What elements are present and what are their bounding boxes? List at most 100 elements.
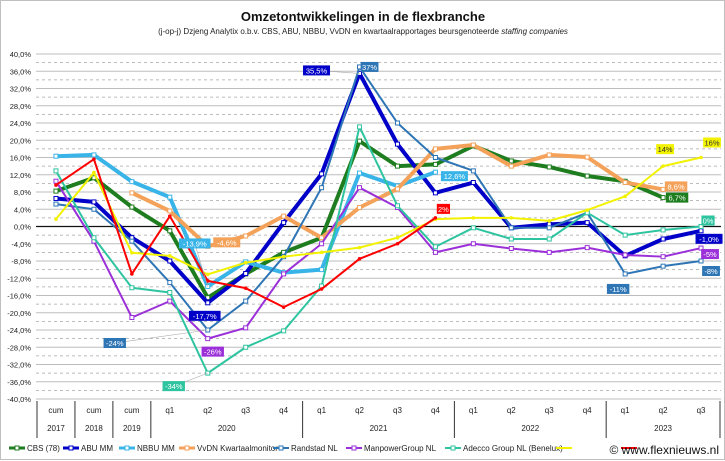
data-point [129, 314, 135, 320]
series-line [55, 71, 702, 305]
data-point [129, 204, 135, 210]
legend-marker [351, 445, 357, 451]
data-label-box [360, 61, 379, 72]
data-point [698, 224, 704, 229]
series-line [55, 180, 702, 340]
x-tick-label: q2 [507, 406, 516, 415]
data-point [394, 203, 400, 209]
data-point [584, 245, 590, 251]
data-point [167, 228, 173, 234]
data-point [281, 328, 287, 334]
data-point [660, 263, 666, 269]
data-point [129, 179, 135, 185]
data-point [547, 219, 552, 223]
data-point [92, 170, 96, 175]
data-point [168, 254, 172, 258]
subtitle-italic: staffing companies [501, 27, 568, 36]
x-tick-label: q3 [241, 406, 250, 415]
data-point [509, 216, 514, 220]
y-tick-label: -28,0% [7, 343, 31, 352]
series-lines [53, 64, 704, 376]
data-point [91, 152, 97, 158]
y-tick-label: -12,0% [7, 274, 31, 283]
y-tick-label: -24,0% [7, 326, 31, 335]
data-point [357, 185, 363, 191]
data-point [319, 267, 325, 273]
y-tick-label: 20,0% [10, 136, 32, 145]
data-point [167, 298, 173, 304]
data-label: -1,0% [699, 235, 719, 244]
data-point [168, 214, 172, 218]
legend-marker [278, 445, 284, 451]
data-label: -11% [610, 285, 627, 294]
data-point [660, 236, 666, 242]
data-point [129, 190, 135, 196]
legend-marker [184, 445, 190, 451]
data-point [91, 199, 97, 205]
data-label: 16% [705, 139, 720, 148]
data-label-box [162, 381, 185, 392]
series-unnamed-8 [54, 157, 438, 309]
y-tick-label: 4,0% [14, 205, 31, 214]
x-group-label: 2019 [123, 424, 141, 433]
series-line [55, 125, 702, 375]
data-label: -8% [704, 267, 718, 276]
data-point [91, 235, 97, 241]
data-label: -34% [165, 382, 183, 391]
data-point [546, 249, 552, 255]
legend-item: VvDN Kwartaalmonitor [179, 444, 278, 453]
x-tick-label: q2 [203, 406, 212, 415]
data-label: 37% [362, 63, 377, 72]
x-tick-label: cum [86, 406, 101, 415]
data-point [660, 195, 666, 201]
y-tick-label: -8,0% [11, 257, 31, 266]
data-point [432, 155, 438, 160]
data-label: 2% [438, 205, 449, 214]
data-point [281, 271, 287, 277]
data-point [205, 279, 210, 283]
data-label-box [436, 203, 451, 214]
data-label-box [201, 346, 224, 357]
data-point [395, 235, 400, 240]
data-point [357, 124, 363, 130]
data-label-box [440, 171, 468, 182]
data-point [53, 178, 59, 184]
data-point [243, 298, 249, 304]
data-label: -13,9% [183, 239, 207, 248]
data-label-box [213, 237, 241, 248]
data-label-box [103, 338, 126, 348]
series-manpowergroup-nl [53, 178, 704, 342]
data-point [130, 272, 134, 276]
data-point [167, 289, 173, 295]
data-point [394, 186, 400, 192]
data-point [54, 183, 58, 187]
data-label-box [703, 137, 721, 148]
x-tick-label: q2 [355, 406, 364, 415]
legend-marker [14, 445, 20, 451]
legend-marker [124, 445, 130, 451]
data-label: -24% [106, 339, 124, 348]
x-tick-label: q1 [469, 406, 478, 415]
series-line [130, 142, 664, 249]
subtitle-text: (j-op-j) Dzjeng Analytix o.b.v. CBS, ABU… [158, 27, 499, 36]
legend-item: NBBU MM [119, 444, 175, 453]
data-point [167, 280, 173, 286]
legend-label: Adecco Group NL (Benelux) [463, 444, 563, 453]
legend: CBS (78) ABU MM NBBU MM VvDN Kwartaalmonito… [9, 444, 637, 453]
legend-item: ABU MM [63, 444, 113, 453]
data-point [546, 164, 552, 170]
data-point [470, 241, 476, 247]
data-point [698, 258, 704, 264]
data-point [92, 157, 96, 162]
data-point [167, 208, 173, 214]
data-point [319, 171, 325, 177]
data-point [622, 180, 628, 186]
y-tick-label: 36,0% [10, 67, 32, 76]
data-point [394, 163, 400, 169]
series-unnamed-7 [54, 155, 703, 277]
data-point [432, 249, 438, 255]
data-point [53, 201, 59, 207]
x-tick-label: q1 [317, 406, 326, 415]
legend-label: NBBU MM [137, 444, 175, 453]
